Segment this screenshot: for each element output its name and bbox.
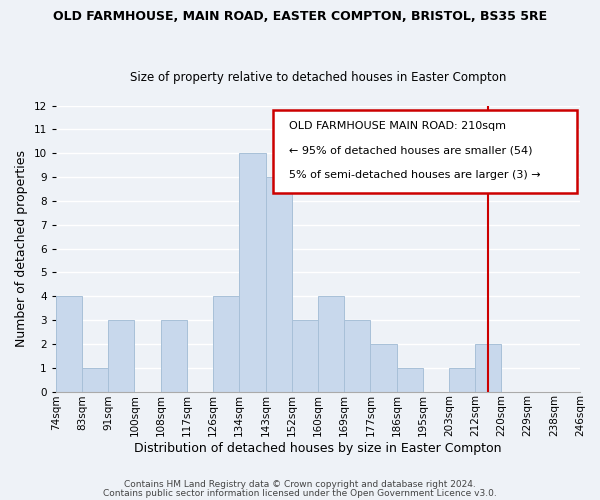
Text: Contains HM Land Registry data © Crown copyright and database right 2024.: Contains HM Land Registry data © Crown c… xyxy=(124,480,476,489)
Title: Size of property relative to detached houses in Easter Compton: Size of property relative to detached ho… xyxy=(130,70,506,84)
Bar xyxy=(344,320,370,392)
Bar xyxy=(370,344,397,392)
Bar xyxy=(318,296,344,392)
Bar xyxy=(239,153,265,392)
Bar xyxy=(161,320,187,392)
FancyBboxPatch shape xyxy=(274,110,577,192)
Bar xyxy=(56,296,82,392)
Bar xyxy=(82,368,108,392)
Text: ← 95% of detached houses are smaller (54): ← 95% of detached houses are smaller (54… xyxy=(289,146,533,156)
Bar xyxy=(108,320,134,392)
Text: 5% of semi-detached houses are larger (3) →: 5% of semi-detached houses are larger (3… xyxy=(289,170,541,180)
Bar xyxy=(213,296,239,392)
Bar xyxy=(475,344,502,392)
Bar xyxy=(397,368,423,392)
Text: OLD FARMHOUSE MAIN ROAD: 210sqm: OLD FARMHOUSE MAIN ROAD: 210sqm xyxy=(289,121,506,131)
Bar xyxy=(265,177,292,392)
Text: Contains public sector information licensed under the Open Government Licence v3: Contains public sector information licen… xyxy=(103,489,497,498)
Text: OLD FARMHOUSE, MAIN ROAD, EASTER COMPTON, BRISTOL, BS35 5RE: OLD FARMHOUSE, MAIN ROAD, EASTER COMPTON… xyxy=(53,10,547,23)
Y-axis label: Number of detached properties: Number of detached properties xyxy=(15,150,28,347)
Bar xyxy=(292,320,318,392)
Bar xyxy=(449,368,475,392)
X-axis label: Distribution of detached houses by size in Easter Compton: Distribution of detached houses by size … xyxy=(134,442,502,455)
